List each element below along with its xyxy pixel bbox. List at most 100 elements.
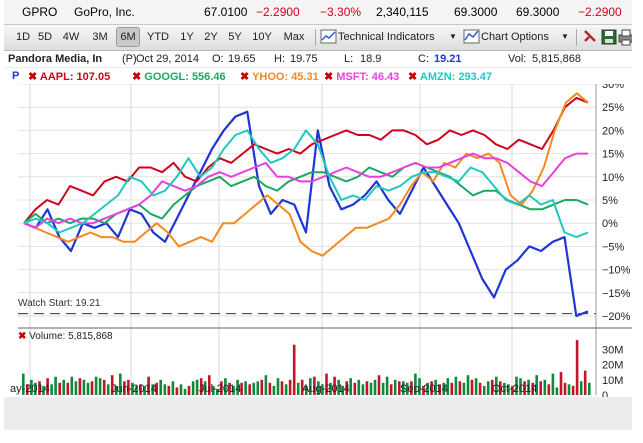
volume-bar xyxy=(163,384,167,395)
volume-bar xyxy=(240,382,243,395)
high-label: H: xyxy=(274,53,285,65)
volume-bar xyxy=(220,381,223,395)
range-button-2y[interactable]: 2Y xyxy=(204,31,218,43)
volume-bar xyxy=(284,384,288,395)
range-button-6m[interactable]: 6M xyxy=(116,27,140,47)
legend-item-1[interactable]: ✖ GOOGL: 556.46 xyxy=(132,70,226,83)
technical-indicators-dropdown-icon[interactable]: ▼ xyxy=(449,32,457,41)
bookmark-icon[interactable] xyxy=(581,28,599,46)
technical-indicators-button[interactable]: Technical Indicators xyxy=(338,31,435,43)
legend-item-2[interactable]: ✖ YHOO: 45.31 xyxy=(240,70,319,83)
x-tick-label: Jul-2014 xyxy=(199,383,241,395)
volume-bar xyxy=(313,376,316,395)
quote-symbol: GPRO xyxy=(22,5,58,19)
volume-bar xyxy=(470,379,474,396)
volume-tick-label: 20M xyxy=(602,360,623,372)
volume-bar xyxy=(139,384,142,395)
y-tick-label: 20% xyxy=(602,125,624,137)
remove-series-icon[interactable]: ✖ xyxy=(28,71,40,83)
open-value: 19.65 xyxy=(228,53,256,65)
volume-bar xyxy=(300,379,304,396)
volume-bar xyxy=(203,381,207,395)
ohlc-info-bar: Pandora Media, In (P) Oct 29, 2014 O: 19… xyxy=(4,51,632,67)
volume-bar xyxy=(474,378,478,395)
volume-bar xyxy=(499,381,502,395)
y-tick-label: −5% xyxy=(602,241,625,253)
volume-bar xyxy=(123,381,126,395)
volume-bar xyxy=(402,381,405,395)
volume-bar xyxy=(46,378,49,395)
volume-bar xyxy=(438,384,441,395)
x-tick-label: Jun-2014 xyxy=(111,383,157,395)
save-icon[interactable] xyxy=(600,28,618,46)
volume-bar xyxy=(478,382,482,395)
volume-bar xyxy=(90,381,94,395)
chart-toolbar: 1D 5D 4W 3M 6M YTD 1Y 2Y 5Y 10Y Max Technical Indi… xyxy=(4,25,632,51)
volume-bar xyxy=(305,385,308,396)
range-button-max[interactable]: Max xyxy=(283,31,305,43)
volume-bar xyxy=(406,382,409,395)
volume-bar xyxy=(418,378,421,395)
volume-bar xyxy=(571,385,575,396)
range-button-1d[interactable]: 1D xyxy=(15,31,31,43)
range-button-5y[interactable]: 5Y xyxy=(228,31,242,43)
legend-item-0[interactable]: ✖ AAPL: 107.05 xyxy=(28,70,110,83)
volume-bar xyxy=(454,376,458,395)
volume-bar xyxy=(127,379,130,396)
volume-bar xyxy=(341,385,344,396)
remove-series-icon[interactable]: ✖ xyxy=(132,71,145,83)
remove-series-icon[interactable]: ✖ xyxy=(324,71,337,83)
volume-bar xyxy=(462,382,466,395)
volume-bar xyxy=(228,382,231,395)
remove-volume-icon[interactable]: ✖ xyxy=(18,331,27,342)
volume-bar xyxy=(434,379,437,396)
volume-bar xyxy=(38,381,41,395)
chart-options-button[interactable]: Chart Options xyxy=(481,31,549,43)
quote-percent: −3.30% xyxy=(320,5,362,19)
close-label: C: xyxy=(418,53,429,65)
volume-bar xyxy=(575,340,579,395)
volume-bar xyxy=(369,382,373,395)
info-date: Oct 29, 2014 xyxy=(136,53,199,65)
technical-indicators-icon[interactable] xyxy=(320,28,338,46)
quote-value-1: 69.3000 xyxy=(454,5,498,19)
range-button-ytd[interactable]: YTD xyxy=(147,31,169,43)
series-line-p xyxy=(23,110,589,318)
range-button-10y[interactable]: 10Y xyxy=(252,31,272,43)
remove-series-icon[interactable]: ✖ xyxy=(408,71,420,83)
price-chart[interactable]: 30% 25% 20% 15% 10% 5% 0% −5% −10% −15% −20% 30M 20M… xyxy=(4,79,632,402)
volume-bar xyxy=(543,379,547,396)
volume-bar xyxy=(54,376,57,395)
volume-bar xyxy=(486,381,490,395)
legend-item-3[interactable]: ✖ MSFT: 46.43 xyxy=(324,70,399,83)
volume-bar xyxy=(94,376,98,395)
volume-bar xyxy=(531,382,534,395)
volume-bar xyxy=(232,385,235,396)
open-label: O: xyxy=(212,53,224,65)
print-icon[interactable] xyxy=(617,28,632,46)
range-button-4w[interactable]: 4W xyxy=(62,31,80,43)
range-button-5d[interactable]: 5D xyxy=(37,31,53,43)
volume-bar xyxy=(317,381,320,395)
volume-label: ✖ Volume: 5,815,868 xyxy=(18,331,113,342)
remove-series-icon[interactable]: ✖ xyxy=(240,71,253,83)
volume-bar xyxy=(119,373,122,395)
volume-bar xyxy=(171,381,175,395)
legend-item-4[interactable]: ✖ AMZN: 293.47 xyxy=(408,70,492,83)
volume-bar xyxy=(337,379,340,396)
y-tick-label: −10% xyxy=(602,265,631,277)
volume-bar xyxy=(22,373,25,395)
volume-bar xyxy=(430,381,433,395)
series-line-aapl xyxy=(23,96,589,224)
chart-options-dropdown-icon[interactable]: ▼ xyxy=(561,32,569,41)
volume-bar xyxy=(507,384,510,395)
volume-bar xyxy=(276,378,280,395)
volume-bar xyxy=(280,381,284,395)
volume-bar xyxy=(224,378,227,395)
chart-options-icon[interactable] xyxy=(463,28,481,46)
volume-bar xyxy=(252,382,255,395)
quote-bar[interactable]: GPRO GoPro, Inc. 67.0100 −2.2900 −3.30% … xyxy=(4,0,632,25)
chart-area[interactable]: 30% 25% 20% 15% 10% 5% 0% −5% −10% −15% −20% 30M 20M… xyxy=(4,79,632,402)
range-button-3m[interactable]: 3M xyxy=(92,31,108,43)
range-button-1y[interactable]: 1Y xyxy=(180,31,194,43)
